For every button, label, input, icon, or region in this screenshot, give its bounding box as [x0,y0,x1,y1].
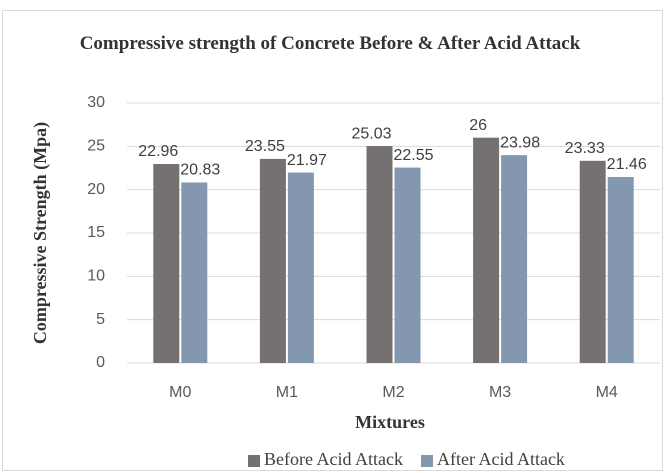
y-tick-label: 15 [87,224,105,241]
bar [366,146,393,363]
y-tick-label: 5 [96,311,105,328]
chart-frame [2,10,663,471]
y-tick-label: 20 [87,181,105,198]
bar [259,158,286,363]
legend-swatch [420,455,433,467]
bar [287,172,314,363]
x-tick-label: M0 [169,384,191,401]
bar [501,155,528,363]
y-axis-title: Compressive Strength (Mpa) [30,122,51,344]
x-axis-title: Mixtures [355,412,425,432]
value-label: 20.83 [180,162,220,179]
x-tick-label: M2 [382,384,404,401]
x-tick-label: M1 [276,384,298,401]
y-tick-label: 10 [87,268,105,285]
bar [153,164,180,363]
x-tick-label: M4 [596,384,618,401]
bar [394,167,421,363]
bar [607,177,634,363]
y-tick-label: 0 [96,354,105,371]
x-tick-label: M3 [489,384,511,401]
bar [473,137,500,363]
value-label: 21.46 [607,156,647,173]
legend-label: After Acid Attack [437,449,565,469]
bar [579,160,606,363]
y-tick-label: 30 [87,94,105,111]
value-label: 26 [469,117,487,134]
legend-label: Before Acid Attack [264,449,403,469]
y-tick-label: 25 [87,138,105,155]
value-label: 23.55 [245,138,285,155]
value-label: 22.55 [393,147,433,164]
value-label: 25.03 [351,125,391,142]
value-label: 22.96 [138,143,178,160]
bar [181,182,208,363]
chart-title: Compressive strength of Concrete Before … [79,33,581,54]
value-label: 23.98 [500,134,540,151]
value-label: 21.97 [287,152,327,169]
legend-swatch [248,455,260,467]
value-label: 23.33 [565,140,605,157]
